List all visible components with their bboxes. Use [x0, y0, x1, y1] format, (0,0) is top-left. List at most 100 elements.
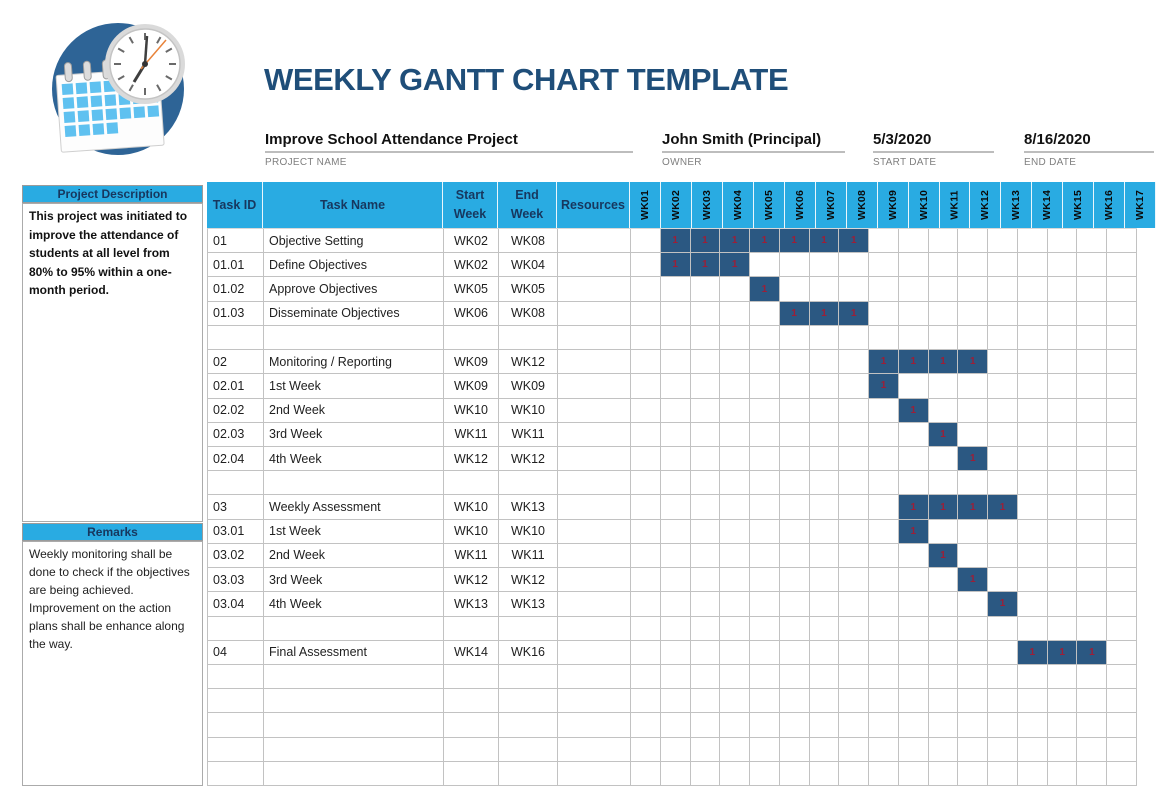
week-cell-wk15[interactable]: [1048, 568, 1078, 592]
gantt-bar-cell-wk12[interactable]: 1: [958, 568, 989, 592]
week-cell-wk07[interactable]: [810, 592, 840, 616]
week-cell-wk14[interactable]: [1018, 568, 1048, 592]
week-cell-wk08[interactable]: [839, 422, 870, 446]
resources-cell[interactable]: [558, 592, 631, 616]
week-cell-wk01[interactable]: [631, 543, 661, 568]
end-week-cell[interactable]: WK11: [499, 422, 558, 446]
week-cell-wk05[interactable]: [750, 325, 780, 350]
task-id-cell[interactable]: [208, 761, 264, 786]
week-cell-wk01[interactable]: [631, 398, 661, 422]
week-cell-wk17[interactable]: [1107, 325, 1138, 350]
week-cell-wk04[interactable]: [720, 519, 751, 543]
gantt-bar-cell-wk08[interactable]: 1: [839, 301, 870, 325]
resources-cell[interactable]: [558, 325, 631, 350]
week-cell-wk02[interactable]: [661, 640, 691, 664]
week-cell-wk14[interactable]: [1018, 253, 1048, 277]
task-id-cell[interactable]: 04: [208, 640, 264, 664]
week-cell-wk01[interactable]: [631, 422, 661, 446]
week-cell-wk07[interactable]: [810, 325, 840, 350]
week-cell-wk07[interactable]: [810, 446, 840, 471]
week-cell-wk16[interactable]: [1077, 568, 1108, 592]
week-cell-wk12[interactable]: [958, 713, 989, 737]
week-cell-wk02[interactable]: [661, 737, 691, 761]
week-cell-wk16[interactable]: [1077, 301, 1108, 325]
week-cell-wk08[interactable]: [839, 446, 870, 471]
week-cell-wk01[interactable]: [631, 568, 661, 592]
week-cell-wk05[interactable]: [750, 374, 780, 398]
week-cell-wk08[interactable]: [839, 398, 870, 422]
week-cell-wk11[interactable]: [929, 277, 959, 301]
week-cell-wk15[interactable]: [1048, 495, 1078, 519]
week-cell-wk16[interactable]: [1077, 664, 1108, 689]
end-week-cell[interactable]: WK05: [499, 277, 558, 301]
start-week-cell[interactable]: [444, 325, 499, 350]
week-cell-wk17[interactable]: [1107, 253, 1138, 277]
week-cell-wk04[interactable]: [720, 350, 751, 374]
end-week-cell[interactable]: [499, 737, 558, 761]
week-cell-wk01[interactable]: [631, 301, 661, 325]
week-cell-wk15[interactable]: [1048, 350, 1078, 374]
week-cell-wk02[interactable]: [661, 543, 691, 568]
week-cell-wk17[interactable]: [1107, 616, 1138, 640]
task-id-cell[interactable]: 01: [208, 229, 264, 253]
week-cell-wk14[interactable]: [1018, 325, 1048, 350]
week-cell-wk02[interactable]: [661, 398, 691, 422]
week-cell-wk15[interactable]: [1048, 374, 1078, 398]
week-cell-wk17[interactable]: [1107, 592, 1138, 616]
week-cell-wk11[interactable]: [929, 616, 959, 640]
week-cell-wk14[interactable]: [1018, 592, 1048, 616]
gantt-bar-cell-wk10[interactable]: 1: [898, 398, 929, 422]
gantt-bar-cell-wk13[interactable]: 1: [988, 592, 1018, 616]
week-cell-wk10[interactable]: [899, 640, 929, 664]
week-cell-wk01[interactable]: [631, 616, 661, 640]
week-cell-wk05[interactable]: [750, 543, 780, 568]
task-name-cell[interactable]: Weekly Assessment: [264, 495, 444, 519]
task-name-cell[interactable]: Define Objectives: [264, 253, 444, 277]
week-cell-wk09[interactable]: [869, 640, 899, 664]
end-week-cell[interactable]: [499, 713, 558, 737]
task-id-cell[interactable]: [208, 713, 264, 737]
week-cell-wk05[interactable]: [750, 422, 780, 446]
task-name-cell[interactable]: Monitoring / Reporting: [264, 350, 444, 374]
week-cell-wk03[interactable]: [691, 471, 721, 495]
week-cell-wk05[interactable]: [750, 592, 780, 616]
start-week-cell[interactable]: [444, 761, 499, 786]
week-cell-wk08[interactable]: [839, 737, 870, 761]
start-date-value[interactable]: 5/3/2020: [873, 131, 994, 153]
week-cell-wk07[interactable]: [810, 495, 840, 519]
week-cell-wk05[interactable]: [750, 253, 780, 277]
start-week-cell[interactable]: [444, 471, 499, 495]
week-cell-wk07[interactable]: [810, 568, 840, 592]
week-cell-wk10[interactable]: [899, 374, 929, 398]
week-cell-wk11[interactable]: [929, 253, 959, 277]
week-cell-wk16[interactable]: [1077, 495, 1108, 519]
week-cell-wk06[interactable]: [780, 519, 810, 543]
week-cell-wk06[interactable]: [780, 325, 810, 350]
week-cell-wk13[interactable]: [988, 398, 1018, 422]
week-cell-wk03[interactable]: [691, 301, 721, 325]
week-cell-wk01[interactable]: [631, 761, 661, 786]
week-cell-wk13[interactable]: [988, 350, 1018, 374]
week-cell-wk05[interactable]: [750, 568, 780, 592]
resources-cell[interactable]: [558, 350, 631, 374]
week-cell-wk08[interactable]: [839, 664, 870, 689]
week-cell-wk04[interactable]: [720, 325, 751, 350]
week-cell-wk07[interactable]: [810, 253, 840, 277]
week-cell-wk09[interactable]: [869, 519, 899, 543]
task-id-cell[interactable]: 01.03: [208, 301, 264, 325]
week-cell-wk11[interactable]: [929, 446, 959, 471]
task-name-cell[interactable]: 1st Week: [264, 374, 444, 398]
week-cell-wk15[interactable]: [1048, 325, 1078, 350]
end-week-cell[interactable]: WK13: [499, 592, 558, 616]
week-cell-wk11[interactable]: [929, 664, 959, 689]
week-cell-wk16[interactable]: [1077, 543, 1108, 568]
end-week-cell[interactable]: [499, 689, 558, 713]
week-cell-wk17[interactable]: [1107, 374, 1138, 398]
week-cell-wk17[interactable]: [1107, 301, 1138, 325]
week-cell-wk16[interactable]: [1077, 350, 1108, 374]
week-cell-wk13[interactable]: [988, 301, 1018, 325]
week-cell-wk07[interactable]: [810, 713, 840, 737]
gantt-bar-cell-wk08[interactable]: 1: [839, 229, 870, 253]
week-cell-wk10[interactable]: [899, 253, 929, 277]
week-cell-wk01[interactable]: [631, 592, 661, 616]
